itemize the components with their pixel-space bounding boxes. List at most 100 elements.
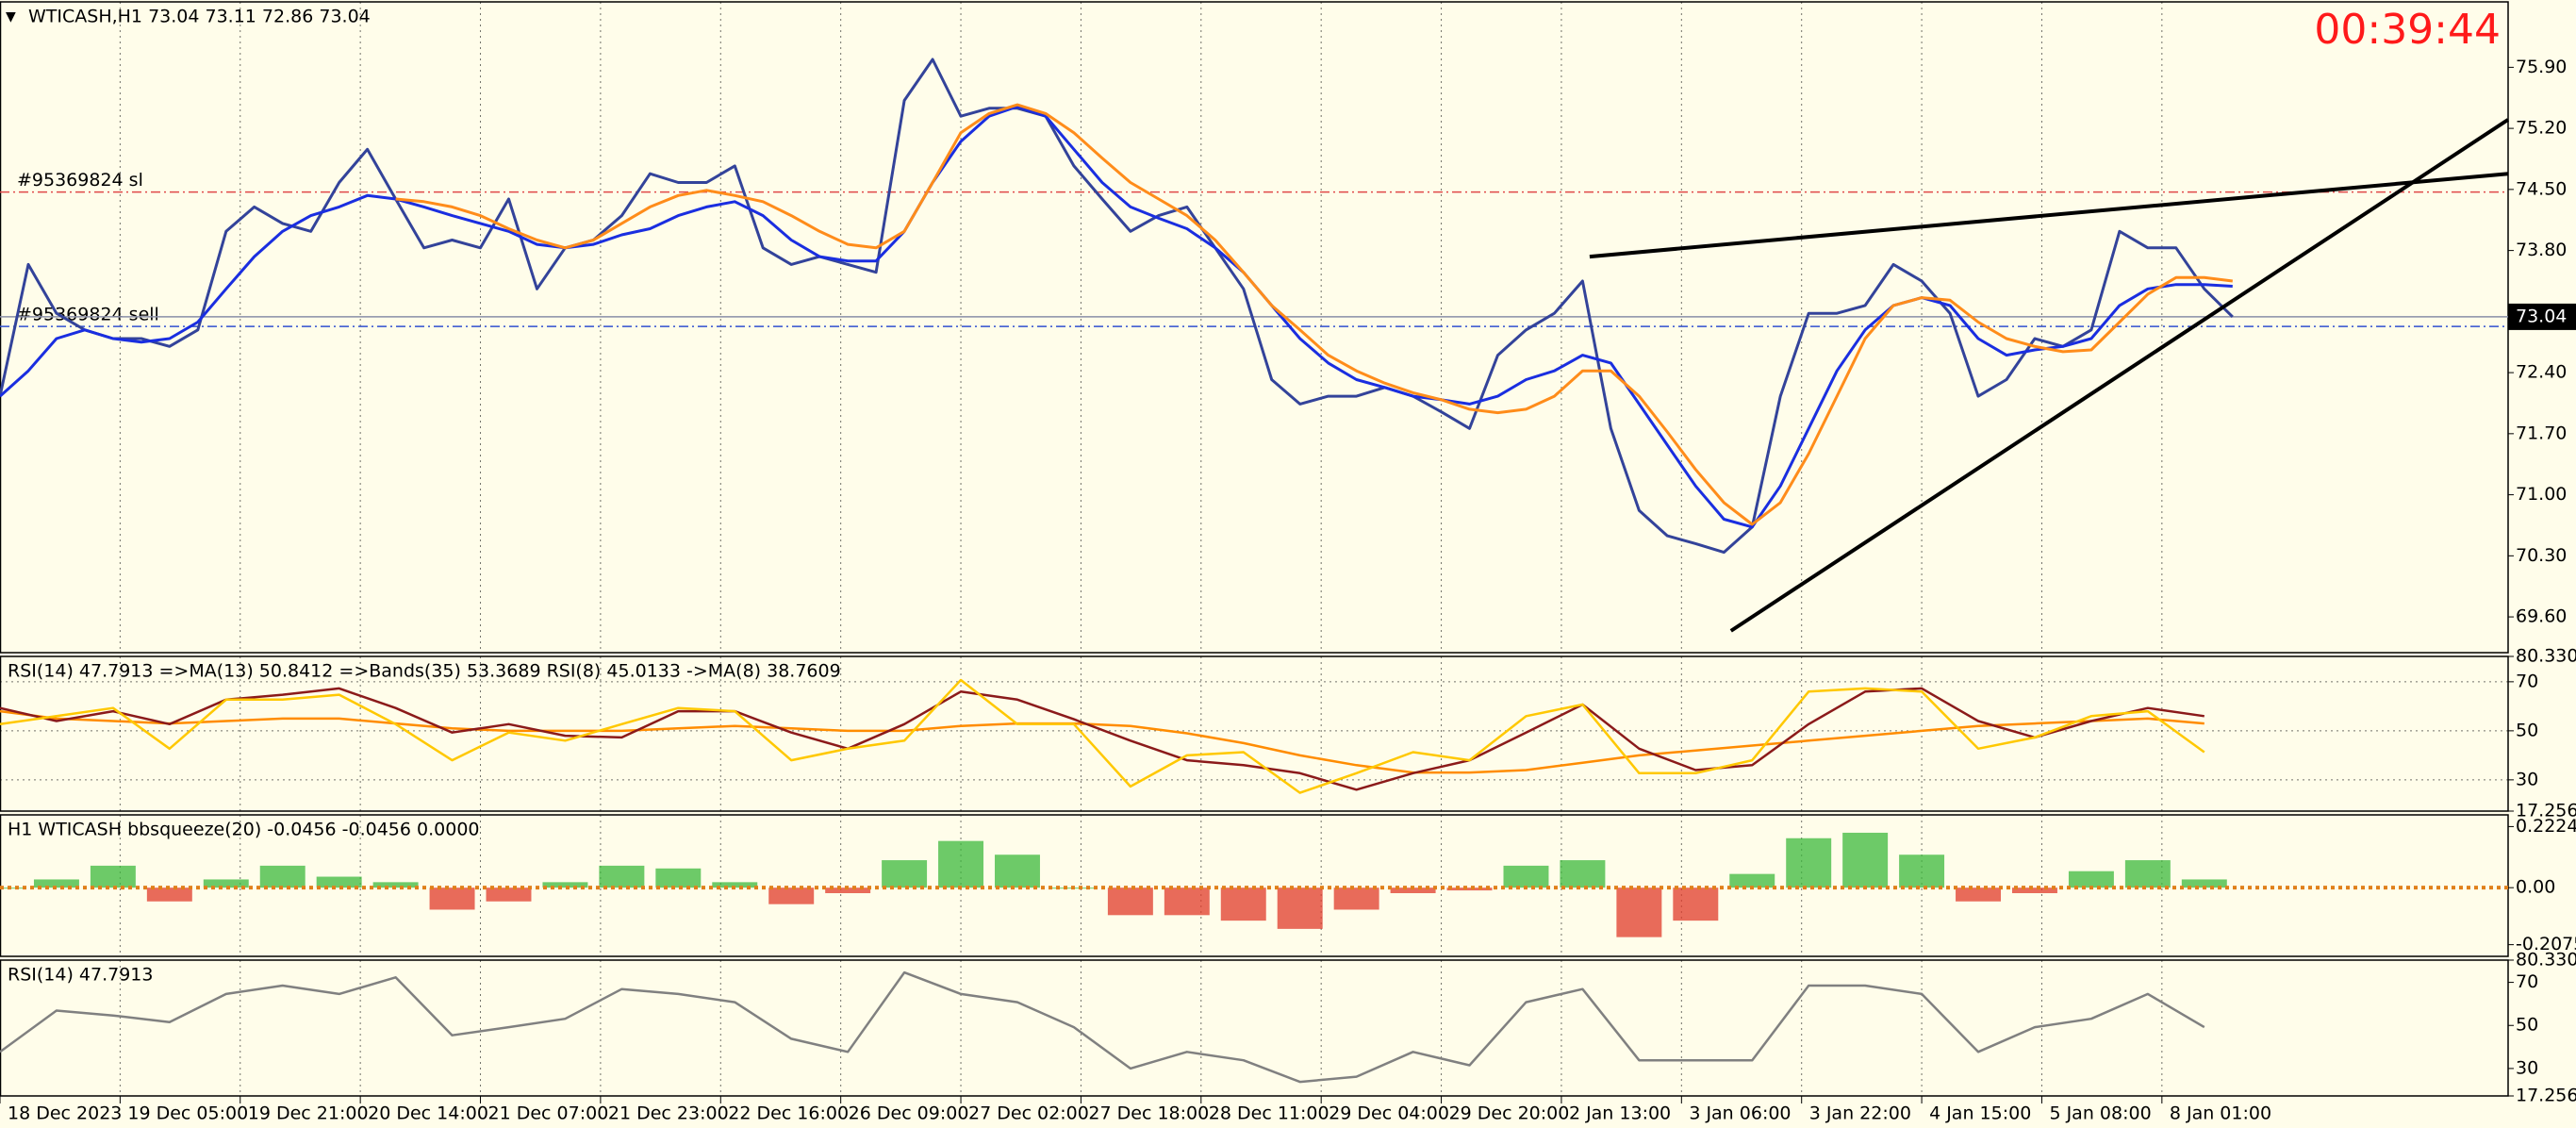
histogram-bar: [1446, 887, 1493, 891]
histogram-bar: [1107, 887, 1153, 916]
histogram-bar: [1673, 887, 1719, 921]
x-tick-label: 3 Jan 06:00: [1689, 1103, 1791, 1124]
y-tick-label: 72.40: [2516, 362, 2567, 383]
x-tick-label: 5 Jan 08:00: [2049, 1103, 2151, 1124]
x-tick-label: 19 Dec 05:00: [127, 1103, 248, 1124]
histogram-bar: [146, 887, 192, 902]
x-tick-label: 21 Dec 07:00: [488, 1103, 609, 1124]
histogram-bar: [2181, 879, 2227, 888]
y-tick-label: 80.3303: [2516, 950, 2576, 970]
y-tick-label: 17.2567: [2516, 801, 2576, 821]
x-tick-label: 20 Dec 14:00: [368, 1103, 488, 1124]
price-box: [2508, 303, 2576, 330]
y-tick-label: 70: [2516, 971, 2538, 992]
histogram-bar: [33, 879, 79, 888]
histogram-bar: [1220, 887, 1266, 921]
trend-line: [1729, 118, 2510, 633]
histogram-bar: [768, 887, 815, 904]
series-line: [0, 687, 2204, 791]
y-tick-label: 50: [2516, 720, 2538, 740]
y-tick-label: 0.2224: [2516, 816, 2576, 837]
panel-frame: [0, 959, 2509, 1097]
x-tick-label: 22 Dec 16:00: [728, 1103, 849, 1124]
y-tick-label: 75.90: [2516, 57, 2567, 77]
histogram-bar: [542, 882, 588, 888]
histogram-bar: [1277, 887, 1323, 929]
series-line: [0, 105, 2233, 529]
panel-title: RSI(14) 47.7913: [8, 965, 153, 986]
histogram-bar: [655, 868, 702, 888]
y-tick-label: 30: [2516, 1057, 2538, 1078]
x-tick-label: 21 Dec 23:00: [608, 1103, 729, 1124]
histogram-bar: [316, 876, 362, 888]
x-tick-label: 26 Dec 09:00: [849, 1103, 969, 1124]
y-tick-label: -0.2075: [2516, 934, 2576, 954]
panel-frame: [0, 655, 2509, 812]
y-tick-label: 74.50: [2516, 178, 2567, 199]
series-line: [0, 970, 2205, 1084]
y-tick-label: 17.2567: [2516, 1086, 2576, 1106]
histogram-bar: [259, 865, 305, 888]
trend-line: [1589, 172, 2509, 259]
y-tick-label: 50: [2516, 1015, 2538, 1036]
panel-frame: [0, 814, 2509, 957]
histogram-bar: [2068, 871, 2114, 888]
series-line: [0, 678, 2205, 794]
histogram-bar: [1729, 873, 1775, 888]
histogram-bar: [1899, 854, 1945, 888]
histogram-bar: [599, 865, 645, 888]
histogram-bar: [938, 840, 984, 888]
histogram-bar: [2011, 887, 2057, 894]
histogram-bar: [2124, 860, 2171, 888]
x-tick-label: 27 Dec 18:00: [1088, 1103, 1209, 1124]
y-tick-label: 73.80: [2516, 240, 2567, 260]
x-tick-label: 19 Dec 21:00: [248, 1103, 369, 1124]
x-tick-label: 3 Jan 22:00: [1809, 1103, 1911, 1124]
histogram-bar: [1560, 860, 1606, 888]
x-tick-label: 18 Dec 2023: [8, 1103, 122, 1124]
x-tick-label: 29 Dec 04:00: [1329, 1103, 1449, 1124]
menu-arrow[interactable]: ▼: [6, 9, 16, 25]
histogram-bar: [429, 887, 475, 910]
x-tick-label: 8 Jan 01:00: [2170, 1103, 2271, 1124]
histogram-bar: [995, 854, 1040, 888]
y-tick-label: 71.70: [2516, 423, 2567, 443]
y-tick-label: 30: [2516, 769, 2538, 789]
countdown: 00:39:44: [2314, 6, 2501, 54]
histogram-bar: [90, 865, 136, 888]
series-line: [395, 103, 2233, 526]
x-tick-label: 2 Jan 13:00: [1569, 1103, 1671, 1124]
histogram-bar: [1164, 887, 1210, 916]
y-tick-label: 71.00: [2516, 484, 2567, 505]
x-tick-label: 27 Dec 02:00: [968, 1103, 1089, 1124]
series-line: [0, 709, 2204, 774]
order-label: #95369824 sl: [17, 170, 143, 191]
y-tick-label: 75.20: [2516, 118, 2567, 139]
price-label: 73.04: [2516, 306, 2567, 326]
histogram-bar: [1842, 832, 1889, 888]
panel-title: H1 WTICASH bbsqueeze(20) -0.0456 -0.0456…: [8, 820, 480, 840]
x-tick-label: 4 Jan 15:00: [1929, 1103, 2031, 1124]
histogram-bar: [712, 882, 758, 888]
histogram-bar: [1786, 838, 1832, 888]
x-tick-label: 29 Dec 20:00: [1449, 1103, 1570, 1124]
histogram-bar: [1333, 887, 1379, 910]
histogram-bar: [1390, 887, 1436, 894]
histogram-bar: [203, 879, 249, 888]
histogram-bar: [1956, 887, 2002, 902]
histogram-bar: [372, 882, 419, 888]
series-line: [0, 58, 2234, 555]
order-label: #95369824 sell: [17, 305, 159, 325]
histogram-bar: [486, 887, 532, 902]
y-tick-label: 69.60: [2516, 606, 2567, 627]
y-tick-label: 70.30: [2516, 545, 2567, 566]
panel-title: WTICASH,H1 73.04 73.11 72.86 73.04: [28, 7, 371, 27]
y-tick-label: 0.00: [2516, 877, 2555, 898]
y-tick-label: 80.3303: [2516, 646, 2576, 667]
histogram-bar: [825, 887, 871, 894]
panel-title: RSI(14) 47.7913 =>MA(13) 50.8412 =>Bands…: [8, 661, 841, 682]
y-tick-label: 70: [2516, 671, 2538, 691]
